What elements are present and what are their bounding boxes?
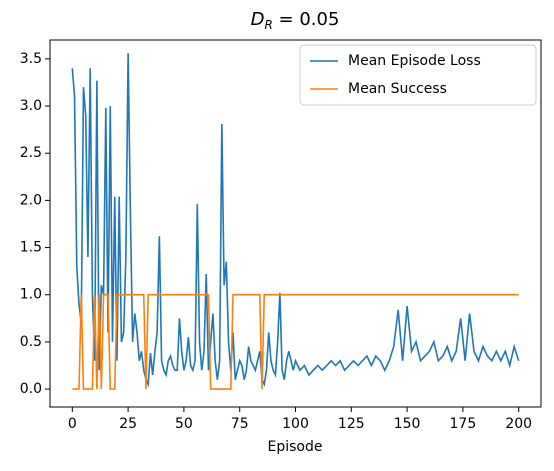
x-tick-label: 200 (505, 416, 532, 432)
x-tick-label: 0 (68, 416, 77, 432)
y-tick-label: 1.0 (20, 287, 42, 303)
y-tick-label: 2.0 (20, 192, 42, 208)
y-tick-label: 1.5 (20, 240, 42, 256)
series-line (71, 53, 520, 388)
series-line (72, 293, 519, 390)
x-tick-label: 75 (231, 416, 249, 432)
y-tick-label: 3.0 (20, 98, 42, 114)
x-tick-label: 150 (394, 416, 421, 432)
title-rest: = 0.05 (273, 9, 340, 30)
title-subscript: R (264, 18, 272, 32)
legend-label: Mean Episode Loss (348, 53, 481, 69)
x-tick-label: 50 (175, 416, 193, 432)
y-tick-label: 0.0 (20, 381, 42, 397)
chart-title: DR = 0.05 (251, 9, 340, 32)
x-tick-label: 100 (282, 416, 309, 432)
y-tick-label: 3.5 (20, 51, 42, 67)
title-main: D (251, 9, 265, 30)
x-tick-label: 25 (119, 416, 137, 432)
legend-label: Mean Success (348, 81, 447, 97)
y-tick-label: 2.5 (20, 145, 42, 161)
plot-frame (49, 39, 542, 408)
x-tick-label: 125 (338, 416, 365, 432)
y-tick-label: 0.5 (20, 334, 42, 350)
legend-box (299, 44, 537, 106)
x-tick-label: 175 (450, 416, 477, 432)
x-axis-label: Episode (268, 439, 323, 455)
